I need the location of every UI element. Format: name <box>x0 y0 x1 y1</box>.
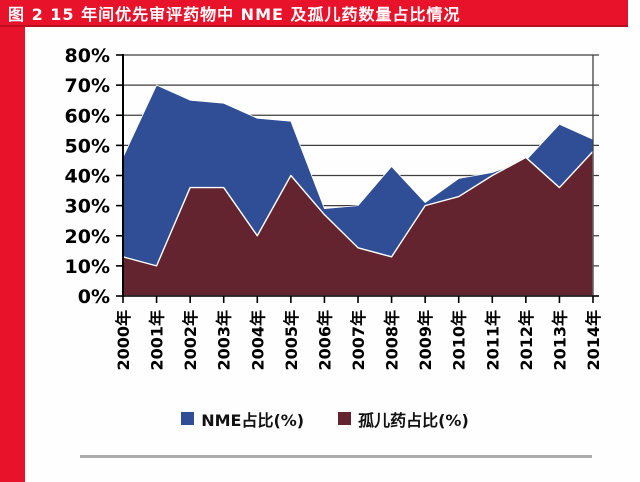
y-axis-label: 80% <box>65 45 110 67</box>
legend-item-orphan: 孤儿药占比(%) <box>338 407 469 431</box>
y-axis-label: 70% <box>65 75 110 97</box>
orphan-area-series <box>122 150 594 297</box>
x-axis-label: 2012年 <box>517 310 536 371</box>
x-axis-label: 2001年 <box>148 310 167 371</box>
orphan-legend-label: 孤儿药占比(%) <box>358 411 469 430</box>
x-axis-label: 2003年 <box>215 310 234 371</box>
orphan-color-swatch <box>338 411 352 425</box>
nme-color-swatch <box>181 411 195 425</box>
x-axis-label: 2004年 <box>248 310 267 371</box>
x-axis-label: 2009年 <box>416 310 435 371</box>
x-axis-label: 2005年 <box>282 310 301 371</box>
y-axis-label: 10% <box>65 256 110 278</box>
x-axis-label: 2010年 <box>450 310 469 371</box>
figure-title: 图 2 15 年间优先审评药物中 NME 及孤儿药数量占比情况 <box>8 4 461 24</box>
x-axis-label: 2006年 <box>315 310 334 371</box>
x-axis-label: 2014年 <box>584 310 603 371</box>
y-axis-label: 40% <box>65 166 110 188</box>
figure-title-bar: 图 2 15 年间优先审评药物中 NME 及孤儿药数量占比情况 <box>0 0 628 27</box>
nme-legend-label: NME占比(%) <box>201 411 305 430</box>
x-axis-label: 2007年 <box>349 310 368 371</box>
left-accent-bar <box>0 0 25 482</box>
chart-legend: NME占比(%) 孤儿药占比(%) <box>25 403 625 435</box>
y-axis-label: 50% <box>65 135 110 157</box>
x-axis-label: 2011年 <box>483 310 502 371</box>
y-axis-label: 20% <box>65 226 110 248</box>
y-axis-label: 30% <box>65 196 110 218</box>
y-axis-label: 60% <box>65 105 110 127</box>
x-axis-label: 2008年 <box>383 310 402 371</box>
x-axis-label: 2013年 <box>550 310 569 371</box>
legend-item-nme: NME占比(%) <box>181 407 304 431</box>
bottom-rule <box>80 455 592 458</box>
x-axis-label: 2002年 <box>181 310 200 371</box>
x-axis-label: 2000年 <box>114 310 133 371</box>
y-axis-label: 0% <box>78 286 110 308</box>
